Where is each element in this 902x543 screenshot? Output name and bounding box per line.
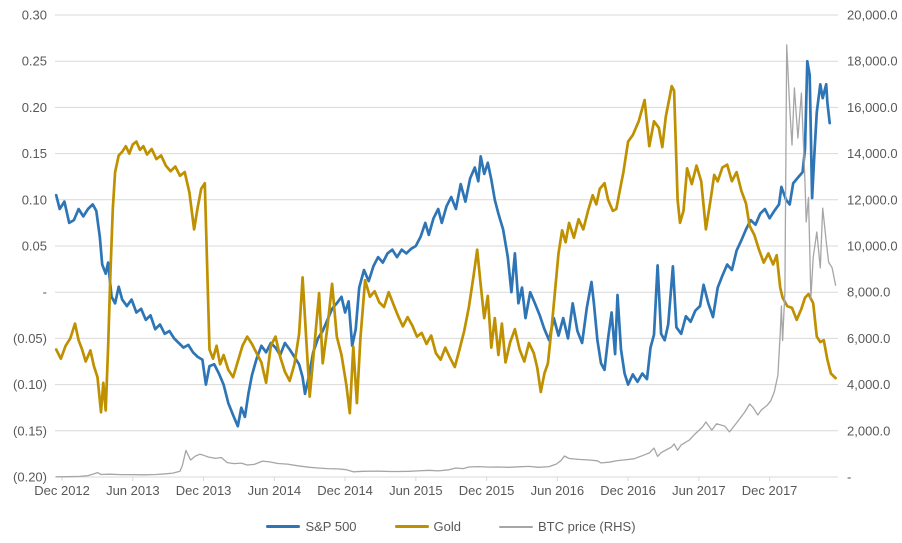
legend-label: S&P 500 bbox=[305, 519, 357, 534]
legend-item-btc-price-rhs: BTC price (RHS) bbox=[499, 519, 636, 534]
legend-swatch bbox=[266, 525, 301, 528]
y-right-tick-label: 10,000.0 bbox=[847, 239, 898, 254]
x-tick-label: Dec 2013 bbox=[176, 483, 232, 498]
y-left-tick-label: 0.30 bbox=[22, 8, 47, 23]
x-tick-label: Jun 2014 bbox=[248, 483, 302, 498]
x-tick-label: Jun 2016 bbox=[531, 483, 585, 498]
x-tick-label: Dec 2016 bbox=[600, 483, 656, 498]
y-left-tick-label: - bbox=[43, 285, 47, 300]
y-left-tick-label: 0.10 bbox=[22, 192, 47, 207]
x-tick-label: Dec 2017 bbox=[742, 483, 798, 498]
x-axis-ticks bbox=[61, 477, 771, 481]
y-left-tick-label: (0.20) bbox=[13, 470, 47, 485]
y-right-tick-label: 6,000.0 bbox=[847, 331, 890, 346]
x-tick-label: Jun 2017 bbox=[672, 483, 726, 498]
legend-label: BTC price (RHS) bbox=[538, 519, 636, 534]
x-tick-label: Dec 2012 bbox=[34, 483, 90, 498]
y-right-tick-label: 16,000.0 bbox=[847, 100, 898, 115]
y-left-tick-label: 0.15 bbox=[22, 146, 47, 161]
y-left-tick-label: (0.10) bbox=[13, 377, 47, 392]
y-right-tick-label: - bbox=[847, 470, 851, 485]
y-right-tick-label: 4,000.0 bbox=[847, 377, 890, 392]
x-tick-label: Dec 2014 bbox=[317, 483, 373, 498]
y-right-tick-label: 8,000.0 bbox=[847, 285, 890, 300]
y-left-tick-label: 0.05 bbox=[22, 239, 47, 254]
y-left-tick-label: 0.25 bbox=[22, 54, 47, 69]
y-left-tick-label: 0.20 bbox=[22, 100, 47, 115]
legend-item-s-p-500: S&P 500 bbox=[266, 519, 357, 534]
legend-label: Gold bbox=[433, 519, 462, 534]
chart-legend: S&P 500 Gold BTC price (RHS) bbox=[0, 519, 902, 534]
y-right-tick-label: 20,000.0 bbox=[847, 8, 898, 23]
gridlines bbox=[55, 14, 838, 478]
series-line-gold bbox=[54, 84, 837, 415]
legend-item-gold: Gold bbox=[394, 519, 462, 534]
y-left-tick-label: (0.05) bbox=[13, 331, 47, 346]
series-line-s-p-500 bbox=[54, 59, 832, 428]
y-axis-left-labels: 0.30 0.25 0.20 0.15 0.10 0.05 - (0.05) (0.10) (0.… bbox=[13, 8, 47, 485]
y-axis-right-labels: 20,000.0 18,000.0 16,000.0 14,000.0 12,000.0… bbox=[847, 8, 898, 485]
legend-swatch bbox=[499, 525, 534, 528]
x-tick-label: Jun 2013 bbox=[106, 483, 160, 498]
x-axis-labels: Dec 2012 Jun 2013 Dec 2013 Jun 2014 Dec 2014… bbox=[34, 483, 797, 498]
x-tick-label: Dec 2015 bbox=[459, 483, 515, 498]
y-right-tick-label: 12,000.0 bbox=[847, 192, 898, 207]
legend-swatch bbox=[394, 525, 429, 528]
y-right-tick-label: 2,000.0 bbox=[847, 423, 890, 438]
y-left-tick-label: (0.15) bbox=[13, 423, 47, 438]
y-right-tick-label: 14,000.0 bbox=[847, 146, 898, 161]
x-tick-label: Jun 2015 bbox=[389, 483, 443, 498]
series-lines bbox=[54, 44, 837, 478]
y-right-tick-label: 18,000.0 bbox=[847, 54, 898, 69]
series-line-btc-price-rhs bbox=[55, 44, 837, 478]
